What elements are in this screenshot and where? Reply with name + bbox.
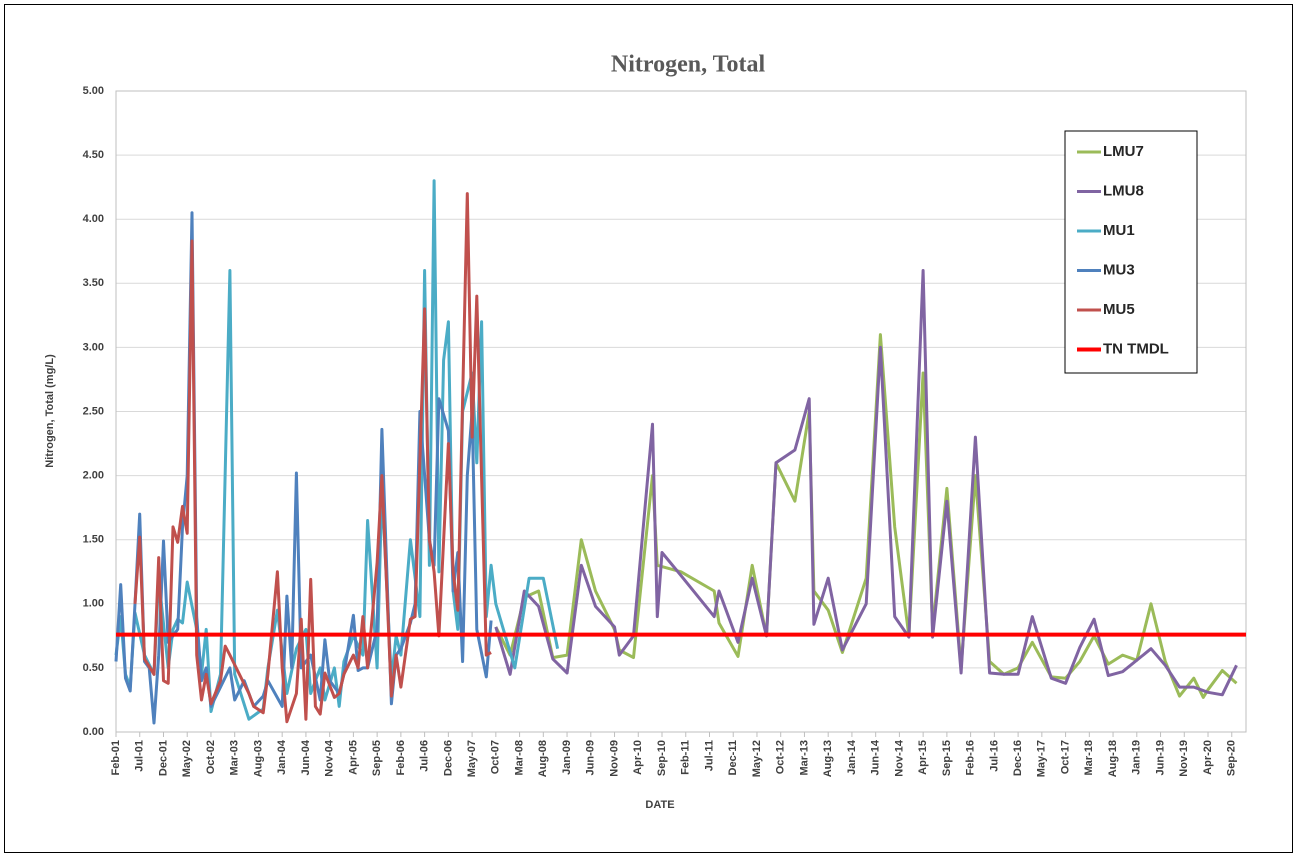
- legend-box: [1064, 130, 1198, 374]
- x-tick-label: Jun-14: [870, 739, 882, 775]
- x-tick-label: Sep-15: [941, 740, 953, 776]
- x-tick-label: Feb-01: [110, 740, 122, 775]
- x-tick-label: Jul-16: [988, 740, 1000, 772]
- legend-label: MU3: [1103, 261, 1135, 278]
- x-tick-label: Jul-11: [703, 740, 715, 771]
- y-tick-label: 2.50: [83, 405, 104, 417]
- x-tick-label: Jan-14: [846, 739, 858, 775]
- x-axis-label: DATE: [645, 799, 674, 811]
- x-tick-label: Aug-03: [252, 740, 264, 777]
- y-tick-label: 4.50: [83, 149, 104, 161]
- y-tick-label: 3.00: [83, 341, 104, 353]
- y-tick-label: 1.50: [83, 534, 104, 546]
- x-tick-label: Dec-11: [727, 740, 739, 775]
- x-tick-label: Nov-04: [324, 739, 336, 777]
- x-tick-label: Sep-20: [1226, 740, 1238, 776]
- series-line: [133, 192, 492, 724]
- x-tick-label: May-17: [1036, 740, 1048, 777]
- legend-label: LMU7: [1103, 143, 1144, 160]
- series-line: [494, 269, 1238, 697]
- x-tick-label: Feb-06: [395, 740, 407, 775]
- x-tick-label: Nov-19: [1178, 740, 1190, 777]
- y-tick-label: 3.50: [83, 277, 104, 289]
- x-tick-label: Jul-06: [419, 740, 431, 772]
- y-axis-label: Nitrogen, Total (mg/L): [44, 354, 56, 468]
- x-tick-label: May-02: [181, 740, 193, 777]
- y-tick-label: 4.00: [83, 213, 104, 225]
- legend-label: TN TMDL: [1103, 340, 1169, 357]
- x-tick-label: Apr-05: [347, 740, 359, 775]
- x-tick-label: Jun-04: [300, 739, 312, 775]
- x-tick-label: Jul-01: [134, 740, 146, 772]
- x-tick-label: Mar-13: [798, 740, 810, 775]
- x-tick-label: Oct-02: [205, 740, 217, 774]
- x-tick-label: Aug-13: [822, 740, 834, 777]
- x-tick-label: Aug-08: [537, 740, 549, 777]
- x-tick-label: Jun-09: [585, 740, 597, 775]
- x-tick-label: Dec-16: [1012, 740, 1024, 776]
- x-tick-label: Feb-16: [965, 740, 977, 775]
- x-tick-label: Jan-04: [276, 739, 288, 775]
- x-tick-label: Apr-20: [1202, 740, 1214, 775]
- x-tick-label: Apr-15: [917, 740, 929, 775]
- x-tick-label: Oct-12: [775, 740, 787, 774]
- x-tick-label: Oct-17: [1059, 740, 1071, 774]
- x-tick-label: Sep-10: [656, 740, 668, 776]
- x-tick-label: Nov-14: [893, 739, 905, 777]
- plot-frame: [115, 90, 1247, 733]
- y-tick-label: 2.00: [83, 470, 104, 482]
- legend-label: MU5: [1103, 301, 1135, 318]
- legend-label: MU1: [1103, 222, 1135, 239]
- x-tick-label: Mar-03: [229, 740, 241, 775]
- y-tick-label: 0.50: [83, 662, 104, 674]
- x-tick-label: Jan-19: [1131, 740, 1143, 775]
- x-tick-label: Apr-10: [632, 740, 644, 775]
- x-tick-label: Mar-08: [513, 740, 525, 775]
- x-tick-label: May-12: [751, 740, 763, 777]
- y-tick-label: 0.00: [83, 726, 104, 738]
- y-tick-label: 5.00: [83, 85, 104, 97]
- x-tick-label: Jan-09: [561, 740, 573, 775]
- x-tick-label: Jun-19: [1154, 740, 1166, 775]
- x-tick-label: Mar-18: [1083, 740, 1095, 775]
- chart-title: Nitrogen, Total: [611, 52, 766, 78]
- x-tick-label: Oct-07: [490, 740, 502, 774]
- x-tick-label: Feb-11: [680, 740, 692, 775]
- x-tick-label: May-07: [466, 740, 478, 777]
- y-tick-label: 1.00: [83, 598, 104, 610]
- x-tick-label: Sep-05: [371, 740, 383, 776]
- legend-label: LMU8: [1103, 182, 1144, 199]
- x-tick-label: Aug-18: [1107, 740, 1119, 777]
- x-tick-label: Dec-01: [157, 740, 169, 776]
- x-tick-label: Dec-06: [442, 740, 454, 776]
- x-tick-label: Nov-09: [608, 740, 620, 777]
